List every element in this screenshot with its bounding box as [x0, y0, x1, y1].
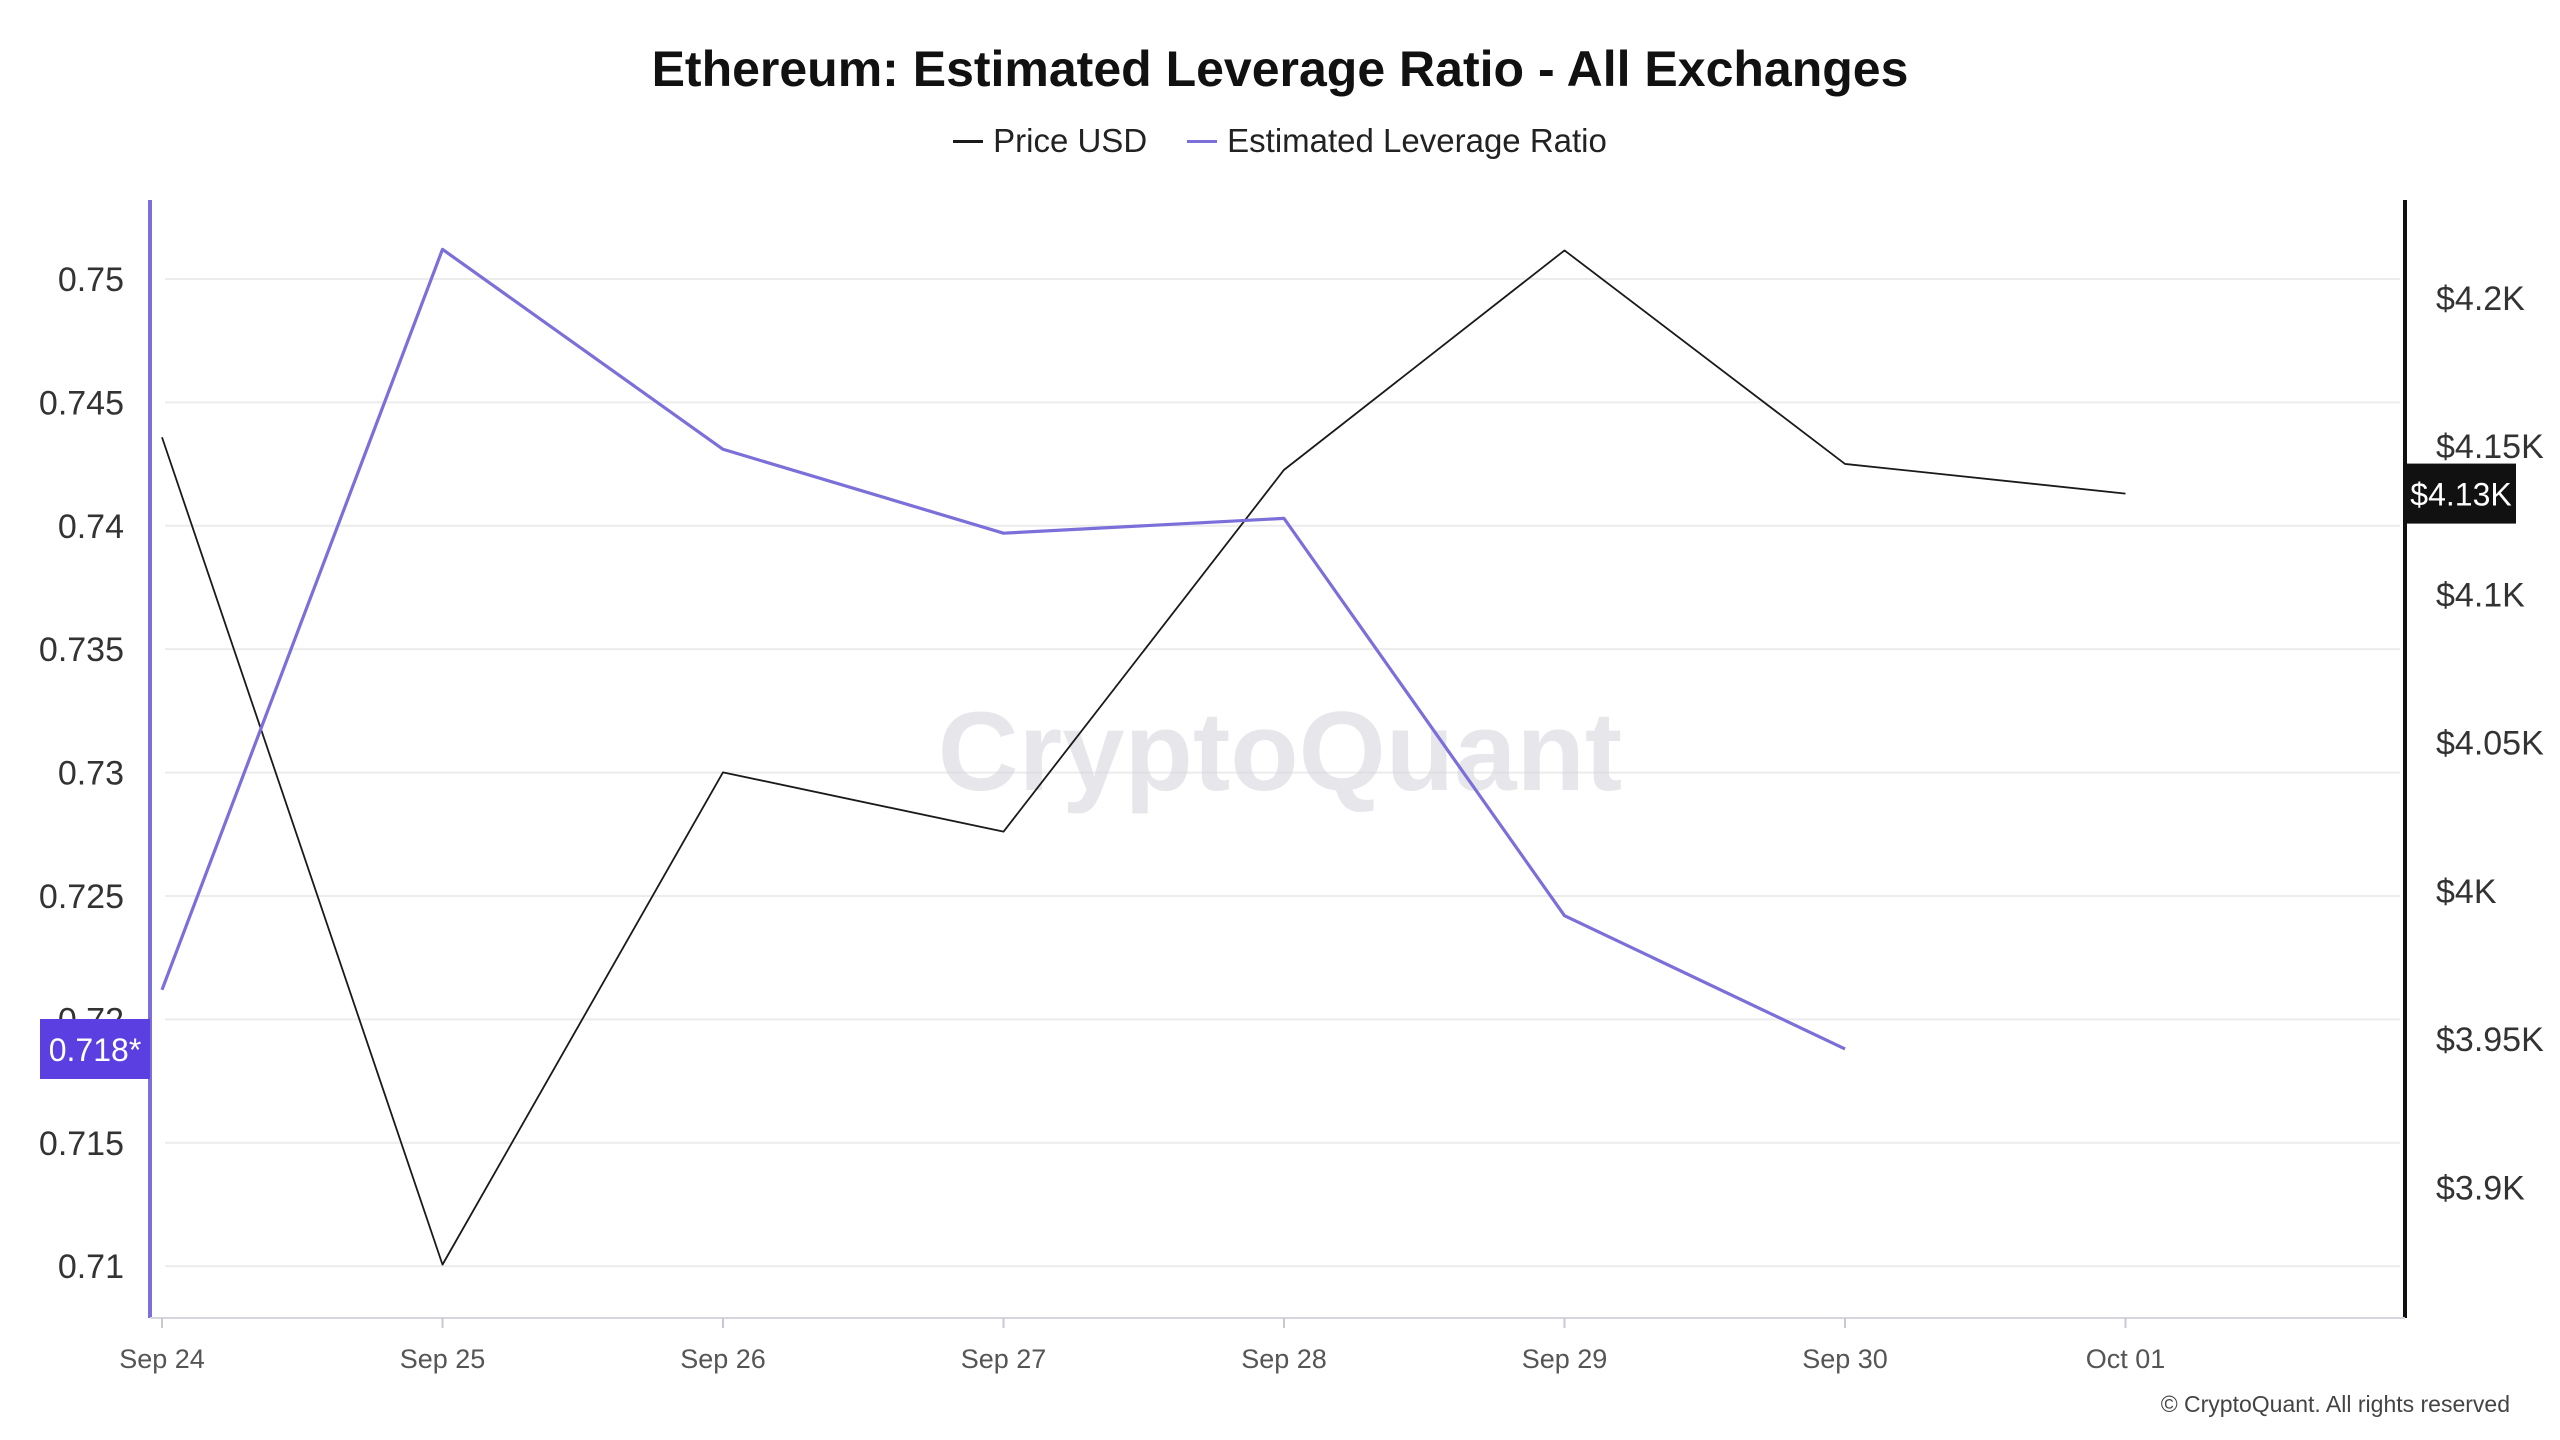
- axes-layer: [148, 200, 2407, 1328]
- y-left-tick-label: 0.725: [39, 878, 124, 916]
- x-tick-label: Sep 28: [1241, 1344, 1327, 1374]
- y-left-tick-label: 0.735: [39, 631, 124, 669]
- x-tick-label: Sep 26: [680, 1344, 766, 1374]
- y-right-tick-label: $3.95K: [2436, 1021, 2544, 1059]
- watermark: CryptoQuant: [938, 689, 1622, 814]
- x-tick-label: Sep 27: [961, 1344, 1047, 1374]
- chart-legend: Price USD Estimated Leverage Ratio: [0, 122, 2560, 160]
- series-line-leverage: [160, 247, 1846, 1051]
- y-right-tick-label: $4.2K: [2436, 280, 2525, 318]
- y-right-tick-label: $4.05K: [2436, 725, 2544, 763]
- current-leverage-badge: [40, 1018, 150, 1079]
- copyright-footer: © CryptoQuant. All rights reserved: [2160, 1391, 2510, 1417]
- y-right-tick-label: $3.9K: [2436, 1170, 2525, 1208]
- y-right-tick-label: $4.1K: [2436, 576, 2525, 614]
- badges-layer: 0.718* $4.13K: [40, 463, 2516, 1079]
- y-left-tick-label: 0.715: [39, 1125, 124, 1163]
- x-tick-label: Sep 24: [119, 1344, 205, 1374]
- y-left-tick-label: 0.74: [58, 508, 124, 546]
- current-price-badge-label: $4.13K: [2410, 477, 2511, 513]
- x-tick-label: Sep 30: [1802, 1344, 1888, 1374]
- chart-title: Ethereum: Estimated Leverage Ratio - All…: [651, 41, 1909, 97]
- grid-layer: [165, 277, 2400, 1268]
- legend-label-price: Price USD: [993, 122, 1148, 159]
- y-right-tick-label: $4.15K: [2436, 428, 2544, 466]
- y-left-tick-label: 0.745: [39, 384, 124, 422]
- legend-label-leverage: Estimated Leverage Ratio: [1227, 122, 1607, 159]
- x-tick-label: Sep 29: [1522, 1344, 1608, 1374]
- series-layer: [160, 247, 2126, 1266]
- y-left-tick-label: 0.73: [58, 755, 124, 793]
- legend-item-price[interactable]: Price USD: [953, 122, 1147, 160]
- x-tick-label: Sep 25: [400, 1344, 486, 1374]
- legend-swatch-leverage: [1187, 139, 1218, 143]
- legend-item-leverage[interactable]: Estimated Leverage Ratio: [1187, 122, 1607, 160]
- series-line-price: [161, 249, 2126, 1266]
- current-price-badge: [2406, 463, 2516, 524]
- x-tick-label: Oct 01: [2086, 1344, 2166, 1374]
- legend-swatch-price: [953, 139, 984, 143]
- y-left-tick-label: 0.71: [58, 1248, 124, 1286]
- labels-layer: 0.750.7450.740.7350.730.7250.720.7150.71…: [39, 261, 2544, 1374]
- y-left-tick-label: 0.75: [58, 261, 124, 299]
- y-right-tick-label: $4K: [2436, 873, 2497, 911]
- current-leverage-badge-label: 0.718*: [49, 1032, 142, 1068]
